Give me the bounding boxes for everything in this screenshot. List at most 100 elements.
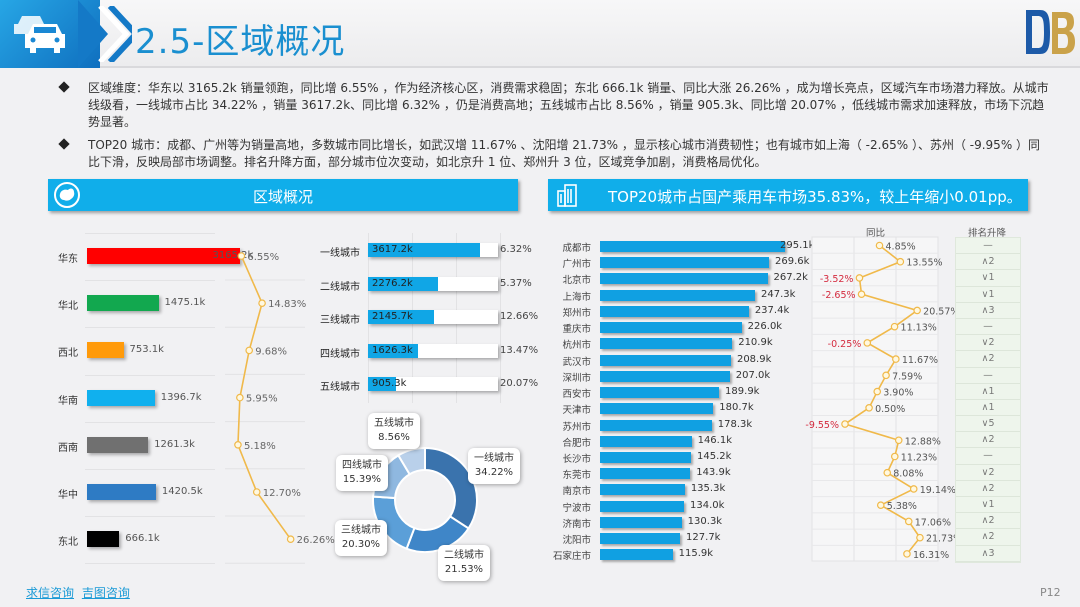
city-bar <box>600 516 682 528</box>
rank-change-cell: ∨1 <box>956 497 1020 514</box>
region-bar <box>87 531 120 548</box>
region-value-label: 753.1k <box>129 344 164 356</box>
line-value-label: 19.14% <box>920 485 956 496</box>
line-point <box>876 501 885 509</box>
line-value-label: -0.25% <box>828 339 862 350</box>
city-value-label: 226.0k <box>747 321 783 333</box>
callout-value: 21.53% <box>444 564 484 575</box>
slide-header: 2.5-区域概况 DB <box>0 0 1080 68</box>
city-bar <box>600 289 756 301</box>
tier-label: 二线城市 <box>320 281 360 293</box>
line-value-label: 17.06% <box>915 517 951 528</box>
city-label: 上海市 <box>562 291 591 303</box>
page-number: P12 <box>1040 586 1061 599</box>
city-bar <box>600 484 685 496</box>
footer-links: 求信咨询 吉图咨询 <box>26 584 134 601</box>
region-label: 西北 <box>58 348 78 360</box>
rank-change-cell: ∧3 <box>956 546 1020 562</box>
city-bar <box>600 322 742 334</box>
line-value-label: 9.68% <box>255 346 287 357</box>
footer-link-qiuxin[interactable]: 求信咨询 <box>26 586 75 600</box>
rank-change-cell: ∨5 <box>956 416 1020 433</box>
city-bar <box>600 370 730 382</box>
chevron-right-icon <box>98 6 132 62</box>
rank-change-cell: ∧2 <box>956 481 1020 497</box>
tier-bar-track: 3617.2k <box>368 243 498 257</box>
line-point <box>916 533 924 542</box>
line-value-label: 5.38% <box>887 501 917 512</box>
line-point <box>896 257 905 266</box>
city-value-label: 135.3k <box>690 483 726 495</box>
line-point <box>873 387 882 396</box>
region-label: 华南 <box>58 395 78 407</box>
donut-callout: 五线城市 8.56% <box>368 413 420 449</box>
callout-category: 二线城市 <box>444 550 484 561</box>
line-value-label: 14.83% <box>268 299 306 310</box>
city-bar <box>600 338 733 350</box>
line-value-label: 26.26% <box>297 535 335 546</box>
rank-change-cell: ∨1 <box>956 270 1020 287</box>
line-point <box>883 468 892 477</box>
line-value-label: 16.31% <box>913 550 949 561</box>
yoy-column-header: 同比 <box>866 228 886 239</box>
city-label: 武汉市 <box>562 356 591 368</box>
region-label: 西南 <box>58 442 78 454</box>
tier-value-label: 3617.2k <box>372 244 413 255</box>
line-value-label: 12.70% <box>263 488 301 499</box>
callout-value: 8.56% <box>378 432 410 443</box>
rank-change-cell: ∨1 <box>956 287 1020 303</box>
city-value-label: 247.3k <box>761 288 796 300</box>
rank-change-cell: ∨2 <box>956 465 1020 481</box>
car-icon <box>14 16 65 53</box>
region-label: 东北 <box>58 537 78 549</box>
city-label: 广州市 <box>562 259 591 271</box>
bullet-text: 区域维度：华东以 3165.2k 销量领跑，同比增 6.55% ，作为经济核心区… <box>88 81 1049 129</box>
city-value-label: 207.0k <box>735 369 771 381</box>
tier-bar <box>368 276 439 291</box>
building-icon <box>557 184 577 207</box>
city-label: 西安市 <box>562 389 591 401</box>
city-label: 南京市 <box>562 486 591 498</box>
line-point <box>855 274 864 282</box>
summary-bullets: 区域维度：华东以 3165.2k 销量领跑，同比增 6.55% ，作为经济核心区… <box>58 80 1050 177</box>
city-label: 苏州市 <box>562 421 591 433</box>
tier-value-label: 2276.2k <box>372 277 413 289</box>
line-value-label: 21.73% <box>926 534 962 545</box>
line-point <box>258 299 266 308</box>
callout-category: 五线城市 <box>374 418 414 429</box>
line-value-label: 5.18% <box>244 441 276 452</box>
city-bar <box>600 273 768 285</box>
city-label: 合肥市 <box>562 437 591 449</box>
callout-category: 四线城市 <box>342 460 382 471</box>
region-bar <box>87 436 149 453</box>
city-bar <box>600 257 769 269</box>
gridline <box>85 327 215 329</box>
rank-column-header: 排名升降 <box>968 228 1007 239</box>
line-point <box>894 436 903 445</box>
tier-label: 四线城市 <box>320 348 360 360</box>
city-label: 石家庄市 <box>552 551 591 563</box>
region-yoy-line-chart: 6.55% 14.83% 9.68% 5.95% 5.18% 12.70% 26.26% <box>225 252 335 564</box>
tier-bar-track: 905.3k <box>368 377 498 392</box>
city-bar <box>600 468 691 480</box>
tier-yoy-label: 13.47% <box>500 344 539 356</box>
tier-bar <box>368 310 435 325</box>
city-value-label: 208.9k <box>736 353 772 365</box>
tier-yoy-label: 5.37% <box>500 277 532 289</box>
line-value-label: 11.13% <box>901 323 937 334</box>
region-value-label: 1396.7k <box>160 391 202 403</box>
line-value-label: 13.55% <box>906 258 942 269</box>
region-label: 华东 <box>58 254 78 265</box>
footer-link-jitu[interactable]: 吉图咨询 <box>81 586 130 600</box>
rank-change-cell: ∧3 <box>956 303 1020 319</box>
line-value-label: 4.85% <box>886 242 916 253</box>
rank-change-cell: ∧1 <box>956 400 1020 417</box>
city-value-label: 189.9k <box>725 386 760 398</box>
region-value-label: 1261.3k <box>154 438 195 450</box>
line-point <box>903 550 911 558</box>
line-value-label: 0.50% <box>875 404 905 415</box>
rank-change-cell: ∧1 <box>956 384 1020 400</box>
rank-change-cell: ∧2 <box>956 254 1020 271</box>
city-value-label: 237.4k <box>754 304 790 316</box>
line-point <box>245 346 254 355</box>
